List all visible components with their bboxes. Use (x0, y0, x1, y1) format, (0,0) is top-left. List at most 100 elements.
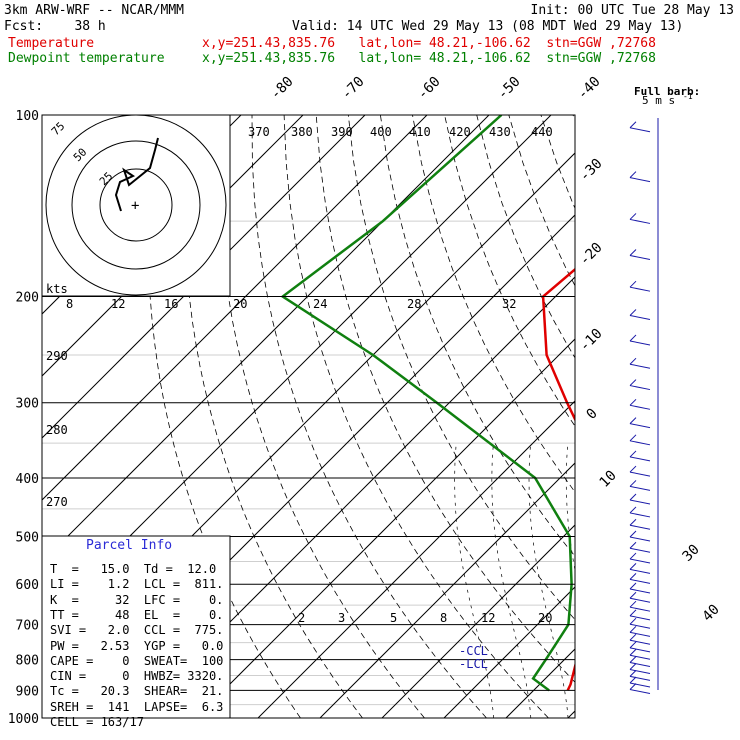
wind-barb (629, 385, 651, 391)
isotherm-label: -20 (577, 240, 606, 269)
dry-adiabat (540, 115, 575, 210)
isotherm-line (692, 115, 740, 718)
theta-top-label: 420 (449, 125, 471, 139)
parcel-info-row: TT = 48 EL = 0. (50, 607, 224, 622)
theta-top-label: 390 (331, 125, 353, 139)
dry-adiabat (380, 115, 575, 557)
wind-barb (629, 363, 651, 369)
wind-legend-title: Full barb: (634, 85, 700, 98)
wind-barb (629, 662, 651, 667)
wind-barb (629, 314, 651, 320)
wind-barb (629, 588, 651, 594)
hodograph-units-label: kts (46, 282, 68, 296)
isotherm-line (133, 276, 575, 718)
wind-barb-flag (629, 641, 637, 649)
wind-barb-flag (629, 676, 637, 684)
wind-barb-flag (629, 563, 637, 570)
pressure-tick-label: 700 (16, 619, 39, 634)
dry-adiabat (476, 115, 575, 359)
dry-adiabat (147, 115, 301, 718)
wind-barb (629, 669, 651, 675)
moist-adiabat (491, 443, 532, 718)
wind-barb-flag (629, 450, 637, 458)
dry-adiabat (315, 115, 575, 683)
speed-axis-label: 20 (233, 297, 247, 311)
wind-barb (629, 631, 651, 637)
pressure-tick-label: 200 (16, 291, 39, 306)
wind-barb (629, 568, 651, 574)
wind-barb-flag (629, 480, 637, 487)
wind-barb-flag (629, 663, 637, 670)
parcel-info-row: CELL = 163/17 (50, 715, 144, 729)
wind-barb-flag (629, 121, 637, 129)
isotherm-label: -50 (495, 74, 524, 103)
wind-barb-flag (629, 670, 637, 677)
isotherm-line (381, 524, 575, 718)
wind-barb (629, 286, 651, 292)
ccl-annotation: -CCL (459, 644, 488, 658)
parcel-info-row: PW = 2.53 YGP = 0.0 (50, 638, 224, 653)
wind-barb-flag (629, 530, 637, 538)
dry-adiabat (669, 115, 740, 718)
wind-barb (629, 524, 651, 530)
wind-barb (629, 558, 651, 564)
isotherm-line (257, 400, 575, 718)
hodograph-ring (45, 114, 227, 296)
pressure-tick-label: 800 (16, 654, 39, 669)
dry-adiabat (733, 115, 740, 718)
wind-barb (629, 547, 651, 553)
wind-barb-flag (629, 625, 637, 633)
isotherm-label: -70 (339, 74, 368, 103)
wind-barb (629, 177, 651, 183)
wind-barb-flag (629, 309, 637, 316)
isotherm-label: -30 (577, 156, 606, 185)
wind-barb-flag (629, 648, 637, 656)
dry-adiabat (508, 115, 575, 287)
isotherm-line (42, 115, 428, 501)
mixing-ratio-label: 3 (338, 611, 345, 625)
theta-side-label: 270 (46, 495, 68, 509)
wind-barb (629, 682, 651, 688)
model-title: 3km ARW-WRF -- NCAR/MMM (4, 3, 185, 18)
isotherm-line (443, 586, 575, 718)
dewpoint-station-info: x,y=251.43,835.76 lat,lon= 48.21,-106.62… (202, 51, 656, 66)
parcel-info-row: K = 32 LFC = 0. (50, 592, 224, 607)
wind-barb (629, 639, 651, 645)
isotherm-line (319, 462, 575, 718)
wind-barb-flag (629, 518, 637, 526)
isotherm-label: 10 (597, 468, 620, 491)
speed-axis-label: 28 (407, 297, 421, 311)
dry-adiabat (412, 115, 575, 493)
wind-barb-flag (629, 541, 637, 549)
wind-legend-unit: 5 m s (642, 94, 675, 107)
wind-barb (629, 404, 651, 410)
parcel-info-title: Parcel Info (86, 538, 173, 553)
wind-barb-flag (629, 171, 637, 178)
pressure-tick-label: 100 (16, 109, 39, 124)
dry-adiabat (444, 115, 575, 427)
isotherm-label: -80 (268, 74, 297, 103)
wind-legend-exponent: -1 (683, 92, 693, 101)
init-time: Init: 00 UTC Tue 28 May 13 (530, 3, 735, 18)
wind-barb-flag (629, 609, 637, 617)
isotherm-line (505, 648, 575, 718)
wind-barb-flag (629, 633, 637, 641)
isotherm-label: 40 (700, 602, 723, 625)
wind-barb (629, 340, 651, 346)
parcel-info-row: SREH = 141 LAPSE= 6.3 (50, 699, 224, 714)
wind-barb (629, 512, 651, 518)
lcl-annotation: -LCL (459, 657, 488, 671)
theta-top-label: 380 (291, 125, 313, 139)
wind-barb (629, 127, 651, 133)
dry-adiabat (251, 115, 487, 718)
wind-barb-flag (629, 249, 637, 256)
wind-barb-flag (629, 582, 637, 590)
wind-barb (629, 606, 651, 612)
wind-barb-flag (629, 334, 637, 342)
wind-barb-flag (629, 493, 637, 501)
temperature-station-info: x,y=251.43,835.76 lat,lon= 48.21,-106.62… (202, 36, 656, 51)
plot-border (41, 114, 576, 719)
wind-barb-flag (629, 683, 637, 690)
